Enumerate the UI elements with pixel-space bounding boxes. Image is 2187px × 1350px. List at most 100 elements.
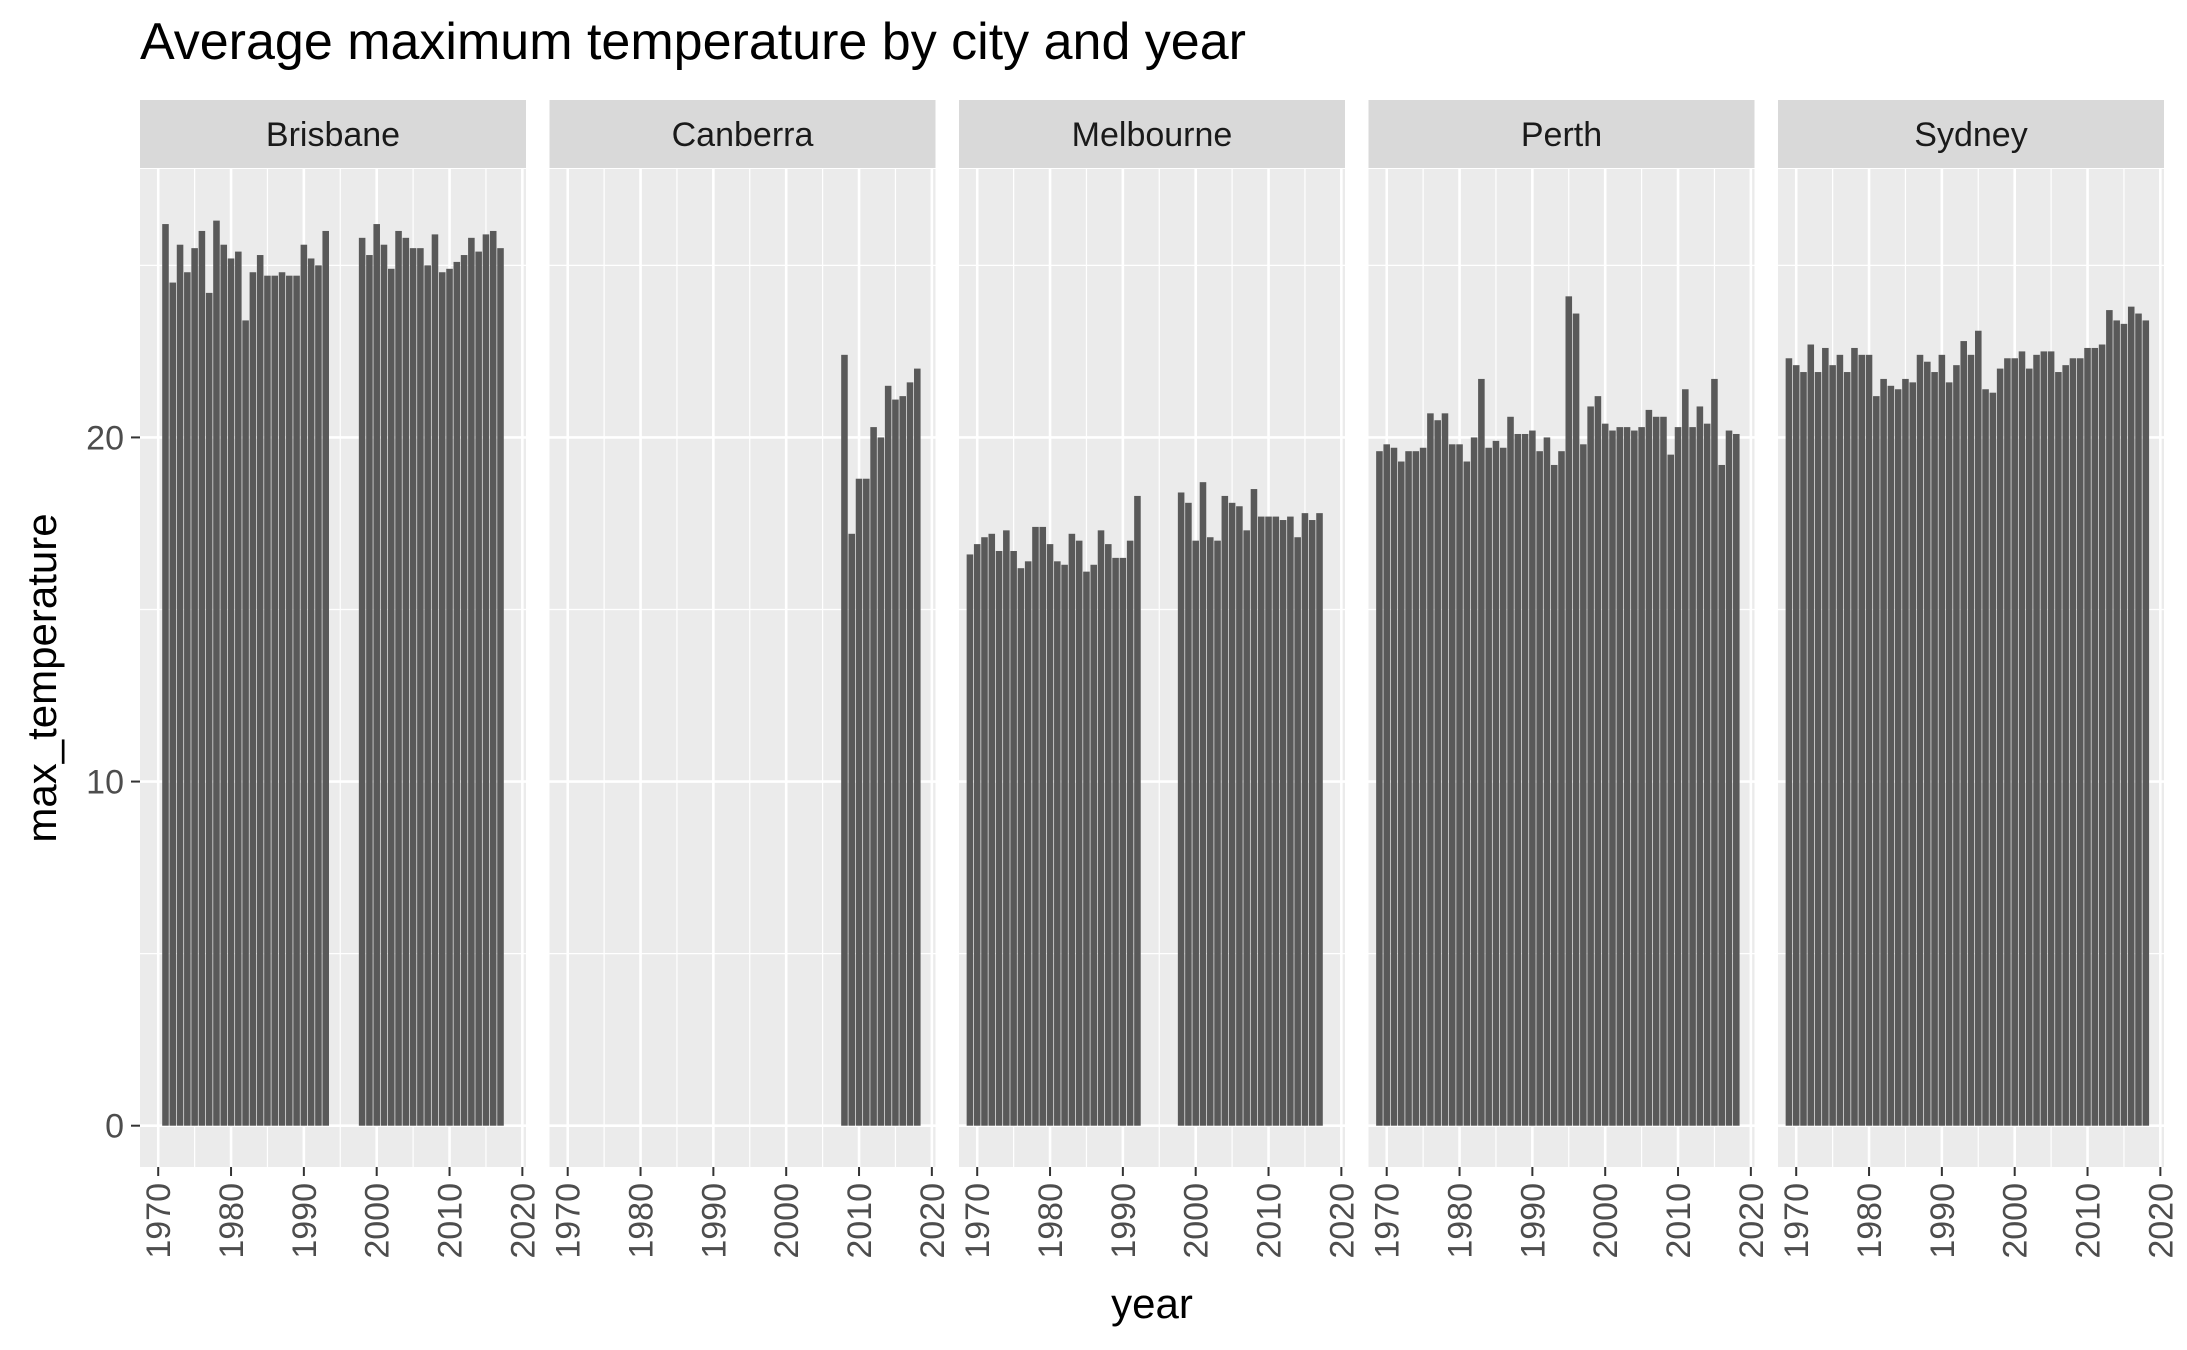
bar <box>1236 506 1243 1126</box>
bar <box>300 244 308 1126</box>
bar <box>981 537 988 1126</box>
bar <box>1529 430 1536 1126</box>
bar <box>2004 358 2011 1126</box>
x-tick-label: 2000 <box>1178 1183 1216 1259</box>
x-tick-label: 2000 <box>768 1183 806 1259</box>
bar <box>1294 537 1301 1126</box>
bar <box>453 261 461 1126</box>
x-tick-label: 2000 <box>1587 1183 1625 1259</box>
bar <box>2106 310 2113 1126</box>
bar <box>1616 427 1624 1126</box>
bar <box>315 265 322 1126</box>
bar <box>1800 372 1807 1126</box>
bar <box>1383 444 1390 1126</box>
bar <box>906 382 914 1126</box>
bar <box>1894 389 1902 1126</box>
bar <box>489 230 497 1126</box>
bar <box>1485 447 1492 1126</box>
bar <box>1405 451 1412 1126</box>
bar <box>2135 313 2142 1126</box>
bar <box>1989 392 1997 1126</box>
bar <box>1703 423 1711 1126</box>
x-tick-label: 2020 <box>2142 1183 2180 1259</box>
bar <box>1308 520 1316 1126</box>
bar <box>1250 489 1258 1126</box>
bar <box>1126 540 1134 1126</box>
bar <box>2098 344 2106 1126</box>
bar <box>1587 406 1594 1126</box>
bar <box>1478 378 1485 1126</box>
bar <box>1880 378 1887 1126</box>
facet-strip-label: Sydney <box>1914 116 2027 154</box>
bar <box>2120 323 2128 1126</box>
bar <box>1434 420 1441 1126</box>
bar <box>2076 358 2084 1126</box>
bar <box>1017 568 1025 1126</box>
bar <box>191 248 198 1126</box>
bar <box>892 399 899 1126</box>
bar <box>1674 427 1682 1126</box>
bar <box>1652 416 1660 1126</box>
bar <box>198 230 206 1126</box>
x-tick-label: 2020 <box>504 1183 542 1259</box>
bar <box>1419 447 1427 1126</box>
bar <box>1257 516 1265 1126</box>
bar <box>1543 437 1551 1126</box>
bar <box>278 272 286 1126</box>
facet-panel-sydney: Sydney 1970 1980 1990 2000 2010 2020 <box>1778 100 2180 1259</box>
bar <box>1711 378 1718 1126</box>
bar <box>1470 437 1478 1126</box>
bar <box>1924 361 1931 1126</box>
bar <box>1873 396 1880 1126</box>
bar <box>2113 320 2120 1126</box>
bar <box>1843 372 1851 1126</box>
bar <box>988 533 996 1126</box>
bar <box>1960 341 1967 1126</box>
x-tick-label: 1990 <box>1514 1183 1552 1259</box>
bar <box>1638 427 1645 1126</box>
bar <box>2047 351 2055 1126</box>
bar <box>482 234 490 1126</box>
bar <box>995 550 1003 1126</box>
bar <box>1221 495 1229 1126</box>
x-tick-label: 2010 <box>1660 1183 1698 1259</box>
bar <box>2025 368 2033 1126</box>
y-tick-label: 10 <box>86 764 124 802</box>
bar <box>2055 372 2062 1126</box>
bar <box>1105 544 1112 1126</box>
bar <box>213 220 220 1126</box>
bar <box>417 248 424 1126</box>
bar <box>848 533 856 1126</box>
x-tick-label: 2010 <box>2070 1183 2108 1259</box>
bar <box>1097 530 1105 1126</box>
x-tick-label: 2000 <box>1997 1183 2035 1259</box>
bar <box>1572 313 1580 1126</box>
bar <box>286 275 293 1126</box>
bar <box>841 354 848 1126</box>
x-tick-label: 1970 <box>550 1183 588 1259</box>
bar <box>227 258 235 1126</box>
facet-strip <box>549 100 936 168</box>
bar <box>1975 330 1982 1126</box>
bar <box>1206 537 1214 1126</box>
bar <box>1909 382 1917 1126</box>
bar <box>1725 430 1733 1126</box>
y-axis-title: max_temperature <box>18 513 65 842</box>
bar <box>1945 382 1953 1126</box>
x-tick-label: 1990 <box>286 1183 324 1259</box>
facet-strip <box>1368 100 1755 168</box>
bar <box>1631 430 1638 1126</box>
bar <box>1623 427 1631 1126</box>
bar <box>1931 372 1938 1126</box>
x-tick-label: 2000 <box>359 1183 397 1259</box>
bar <box>395 230 402 1126</box>
bar <box>1456 444 1463 1126</box>
bar <box>2062 365 2069 1126</box>
bar <box>1996 368 2004 1126</box>
x-tick-label: 1980 <box>1442 1183 1480 1259</box>
bar <box>1024 561 1032 1126</box>
bar <box>1696 406 1704 1126</box>
bar <box>1185 502 1192 1126</box>
bar <box>2018 351 2026 1126</box>
